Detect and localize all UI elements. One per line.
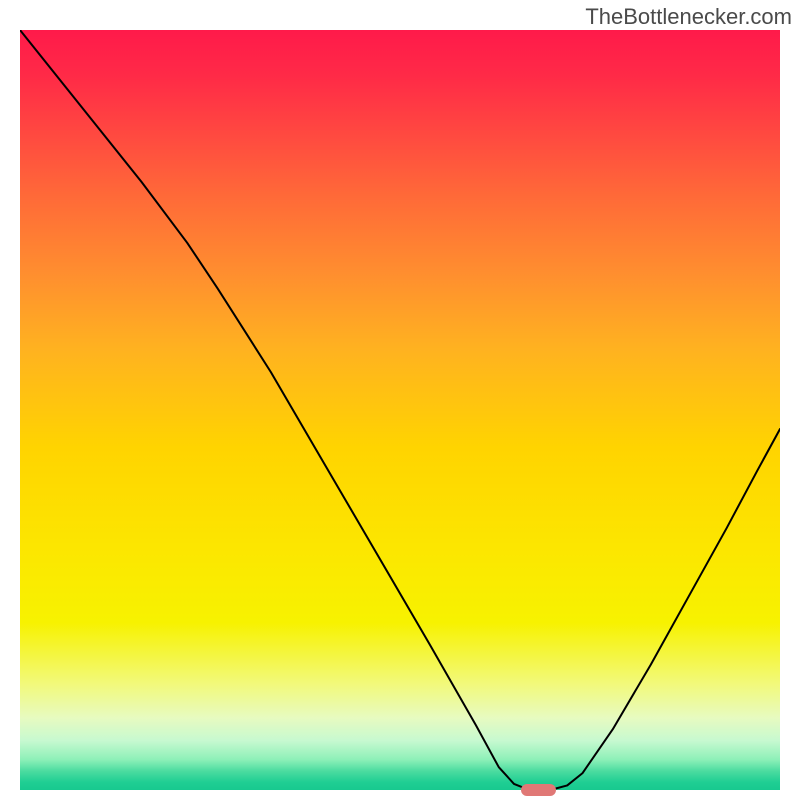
curve-path [20, 30, 780, 788]
plot-area [20, 30, 780, 790]
watermark-text: TheBottlenecker.com [585, 4, 792, 30]
bottleneck-curve [20, 30, 780, 790]
chart-container: TheBottlenecker.com [0, 0, 800, 800]
optimal-marker [521, 784, 556, 796]
